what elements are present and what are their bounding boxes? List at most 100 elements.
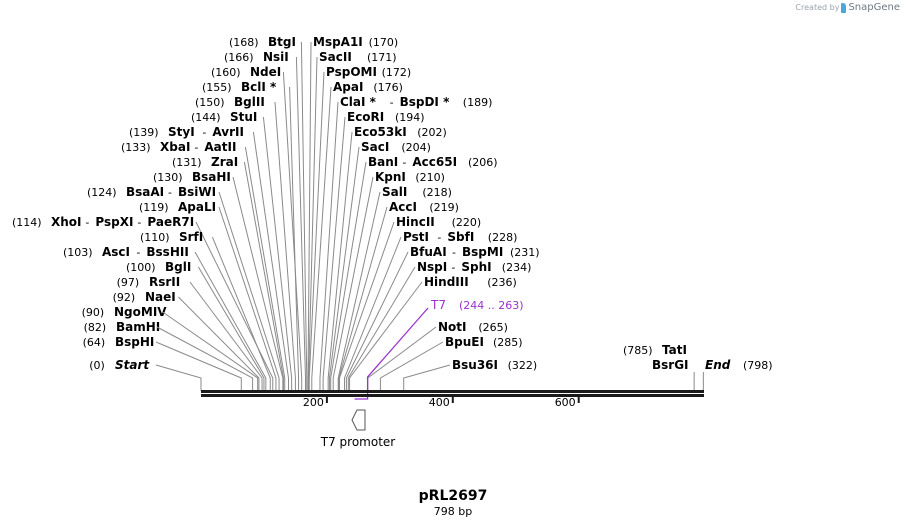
site-clai[interactable]: ClaI * - BspDI * (189): [319, 95, 493, 391]
enzyme-name: BspMI: [462, 245, 503, 259]
site-end[interactable]: End (798): [705, 358, 773, 372]
svg-text:BsrGI: BsrGI: [652, 358, 689, 372]
svg-text:-: -: [137, 216, 141, 229]
site-position: (124): [87, 186, 117, 199]
site-ngomiv[interactable]: (90) NgoMIV: [82, 305, 259, 391]
enzyme-name: HindIII: [424, 275, 469, 289]
site-start[interactable]: (0) Start: [89, 358, 202, 391]
site-bani[interactable]: BanI - Acc65I (206): [330, 155, 498, 391]
site-xbai[interactable]: (133) XbaI - AatII: [121, 140, 286, 391]
enzyme-name: NdeI: [250, 65, 281, 79]
site-saci[interactable]: SacI (204): [328, 140, 431, 391]
site-psti[interactable]: PstI - SbfI (228): [344, 230, 518, 391]
site-position: (206): [468, 156, 498, 169]
enzyme-name: PspXI: [95, 215, 133, 229]
site-position: (160): [211, 66, 241, 79]
enzyme-name: ZraI: [211, 155, 238, 169]
site-btgi[interactable]: (168) BtgI: [229, 35, 308, 391]
enzyme-name: ApaLI: [178, 200, 216, 214]
promoter-arrow-icon: [351, 409, 366, 431]
site-hindiii[interactable]: HindIII (236): [349, 275, 517, 391]
site-ecori[interactable]: EcoRI (194): [322, 110, 425, 391]
site-position: (130): [153, 171, 183, 184]
site-pspomi[interactable]: PspOMI (172): [308, 65, 411, 391]
enzyme-name: XbaI: [160, 140, 190, 154]
site-naei[interactable]: (92) NaeI: [113, 290, 260, 391]
site-asci[interactable]: (103) AscI - BssHII: [63, 245, 267, 391]
site-bpuei[interactable]: BpuEI (285): [379, 335, 523, 391]
feature-t7-promoter[interactable]: T7 promoter: [320, 409, 396, 449]
enzyme-name: PaeR7I: [147, 215, 194, 229]
tick-label: 400: [429, 396, 450, 409]
site-bfuai[interactable]: BfuAI - BspMI (231): [345, 245, 540, 391]
site-position: (92): [113, 291, 136, 304]
enzyme-name: BssHII: [146, 245, 188, 259]
enzyme-name: MspA1I: [313, 35, 363, 49]
site-bsahi[interactable]: (130) BsaHI: [153, 170, 284, 391]
svg-text:-: -: [136, 246, 140, 259]
site-position: (103): [63, 246, 93, 259]
site-position: (265): [478, 321, 508, 334]
svg-text:-: -: [390, 96, 394, 109]
site-position: (219): [429, 201, 459, 214]
feature-site-t7[interactable]: T7 (244 .. 263): [354, 298, 524, 400]
site-apai[interactable]: ApaI (176): [311, 80, 403, 391]
site-bcli[interactable]: (155) BclI *: [202, 80, 300, 391]
enzyme-name: RsrII: [149, 275, 180, 289]
svg-text:-: -: [451, 261, 455, 274]
site-sali[interactable]: SalI (218): [337, 185, 452, 391]
site-hincii[interactable]: HincII (220): [338, 215, 482, 391]
site-apali[interactable]: (119) ApaLI: [139, 200, 277, 391]
snapgene-logo-icon: [841, 2, 847, 13]
site-nspi[interactable]: NspI - SphI (234): [347, 260, 532, 391]
site-rsrii[interactable]: (97) RsrII: [117, 275, 263, 391]
site-tati[interactable]: (785) TatI: [623, 343, 687, 357]
site-srfi[interactable]: (110) SrfI: [140, 230, 271, 391]
site-bsaai[interactable]: (124) BsaAI - BsiWI: [87, 185, 280, 391]
site-position: (231): [510, 246, 540, 259]
site-acci[interactable]: AccI (219): [338, 200, 459, 391]
enzyme-name: NspI: [417, 260, 447, 274]
enzyme-name: HincII: [396, 215, 435, 229]
site-position: (189): [463, 96, 493, 109]
enzyme-name: BspDI *: [400, 95, 450, 109]
svg-text:(798): (798): [743, 359, 773, 372]
site-bamhi[interactable]: (82) BamHI: [84, 320, 254, 391]
site-ndei[interactable]: (160) NdeI: [211, 65, 303, 391]
svg-text:T7: T7: [430, 298, 446, 312]
site-stui[interactable]: (144) StuI: [191, 110, 293, 391]
site-noti[interactable]: NotI (265): [367, 320, 508, 391]
site-bglii[interactable]: (150) BglII: [195, 95, 296, 391]
site-eco53ki[interactable]: Eco53kI (202): [327, 125, 447, 391]
site-nsii[interactable]: (166) NsiI: [224, 50, 306, 391]
site-mspa1i[interactable]: MspA1I (170): [307, 35, 398, 391]
site-xhoi[interactable]: (114) XhoI - PspXI - PaeR7I: [12, 215, 274, 391]
enzyme-name: Eco53kI: [354, 125, 407, 139]
enzyme-name: NotI: [438, 320, 467, 334]
svg-text:-: -: [437, 231, 441, 244]
site-position: (234): [502, 261, 532, 274]
credit-brand: SnapGene: [848, 2, 900, 13]
site-bsu36i[interactable]: Bsu36I (322): [403, 358, 537, 391]
site-position: (114): [12, 216, 42, 229]
site-position: (202): [417, 126, 447, 139]
site-styi[interactable]: (139) StyI - AvrII: [129, 125, 290, 391]
svg-text:(785): (785): [623, 344, 653, 357]
site-bgli[interactable]: (100) BglI: [126, 260, 265, 391]
site-kpni[interactable]: KpnI (210): [332, 170, 445, 391]
tick-label: 200: [303, 396, 324, 409]
svg-text:TatI: TatI: [662, 343, 687, 357]
site-zrai[interactable]: (131) ZraI: [172, 155, 284, 391]
site-position: (64): [83, 336, 106, 349]
site-position: (119): [139, 201, 169, 214]
backbone-top-strand: [201, 390, 704, 393]
enzyme-name: Acc65I: [412, 155, 457, 169]
site-sacii[interactable]: SacII (171): [308, 50, 397, 391]
enzyme-name: NaeI: [145, 290, 176, 304]
site-bsphi[interactable]: (64) BspHI: [83, 335, 242, 391]
site-bsrgi[interactable]: BsrGI: [652, 358, 689, 372]
enzyme-name: StyI: [168, 125, 195, 139]
site-position: (150): [195, 96, 225, 109]
site-position: (220): [452, 216, 482, 229]
